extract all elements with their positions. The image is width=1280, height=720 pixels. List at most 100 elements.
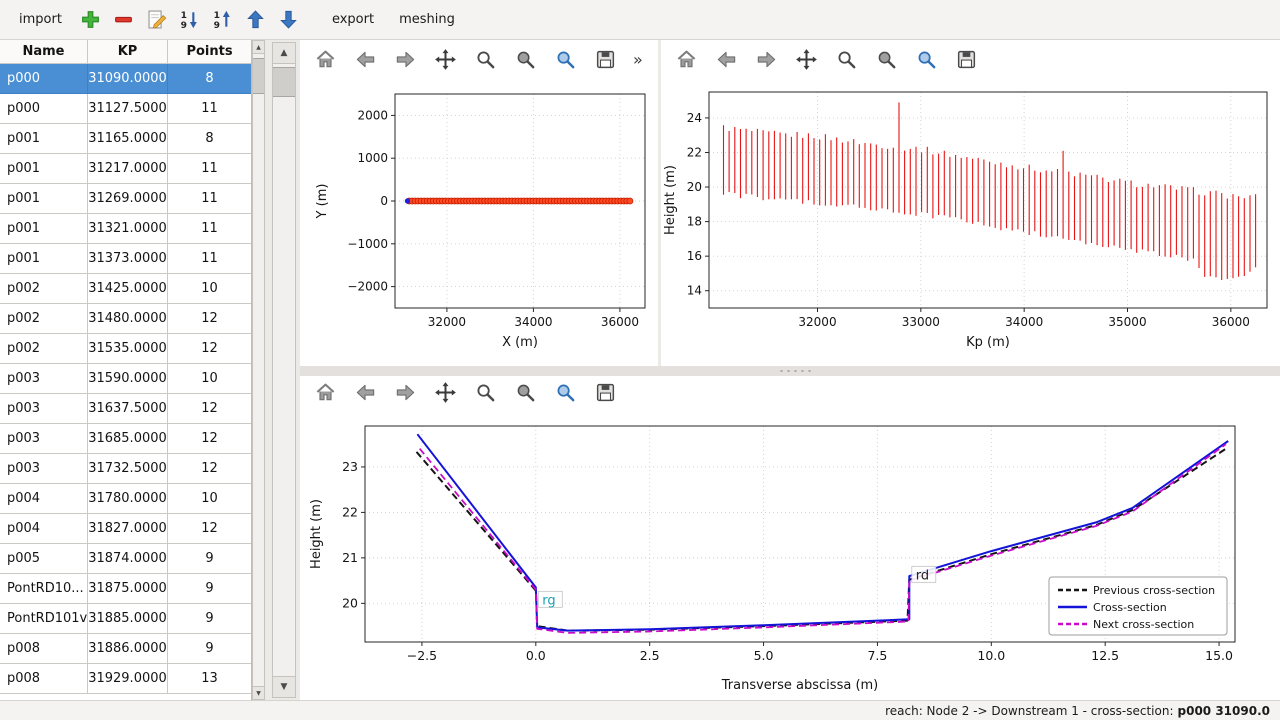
save-button[interactable] xyxy=(953,46,980,73)
row-kp: 31217.0000 xyxy=(88,154,168,184)
zoom-icon xyxy=(477,50,495,68)
zoom-button[interactable] xyxy=(833,46,860,73)
row-name: p003 xyxy=(0,454,88,484)
row-points: 11 xyxy=(168,184,251,214)
figure-background xyxy=(300,408,1280,700)
y-tick-label: 18 xyxy=(687,215,702,229)
svg-text:1: 1 xyxy=(214,11,220,21)
table-row[interactable]: p001 31373.0000 11 xyxy=(0,244,251,274)
cross-section-table: Name KP Points p000 31090.0000 8 p000 31127.50… xyxy=(0,40,252,700)
table-row[interactable]: p001 31165.0000 8 xyxy=(0,124,251,154)
row-kp: 31874.0000 xyxy=(88,544,168,574)
table-row[interactable]: p003 31590.0000 10 xyxy=(0,364,251,394)
column-header-points[interactable]: Points xyxy=(168,40,251,64)
table-row[interactable]: p003 31685.0000 12 xyxy=(0,424,251,454)
table-row[interactable]: p000 31090.0000 8 xyxy=(0,64,251,94)
x-axis-label: Transverse abscissa (m) xyxy=(721,678,879,693)
panel-scroll-up-button[interactable]: ▲ xyxy=(273,43,295,64)
remove-cross-section-button[interactable] xyxy=(111,7,137,33)
table-row[interactable]: p004 31827.0000 12 xyxy=(0,514,251,544)
add-cross-section-button[interactable] xyxy=(78,7,104,33)
table-row[interactable]: p005 31874.0000 9 xyxy=(0,544,251,574)
x-tick-label: 0.0 xyxy=(526,648,546,663)
cross-section-canvas[interactable]: −2.5 0.0 2.5 5.0 7.5 10.0 12.5 15.0 20 21 22 23 Tran… xyxy=(300,408,1280,700)
export-button[interactable]: export xyxy=(331,12,375,27)
pan-button[interactable] xyxy=(793,46,820,73)
table-row[interactable]: p003 31637.5000 12 xyxy=(0,394,251,424)
table-row[interactable]: p001 31217.0000 11 xyxy=(0,154,251,184)
toolbar-overflow-button[interactable]: » xyxy=(633,49,643,69)
meshing-button[interactable]: meshing xyxy=(399,12,455,27)
table-row[interactable]: p003 31732.5000 12 xyxy=(0,454,251,484)
row-kp: 31425.0000 xyxy=(88,274,168,304)
row-kp: 31269.0000 xyxy=(88,184,168,214)
table-row[interactable]: p008 31886.0000 9 xyxy=(0,634,251,664)
edit-cross-section-button[interactable] xyxy=(144,7,170,33)
zoom-button[interactable] xyxy=(472,379,499,406)
table-row[interactable]: p004 31780.0000 10 xyxy=(0,484,251,514)
pan-button[interactable] xyxy=(432,46,459,73)
home-button[interactable] xyxy=(673,46,700,73)
table-scroll-up-button[interactable]: ▲ xyxy=(253,41,264,54)
subplots-button[interactable] xyxy=(873,46,900,73)
home-button[interactable] xyxy=(312,379,339,406)
back-button[interactable] xyxy=(713,46,740,73)
back-icon xyxy=(356,51,375,67)
column-header-kp[interactable]: KP xyxy=(88,40,168,64)
table-row[interactable]: p001 31321.0000 11 xyxy=(0,214,251,244)
subplots-button[interactable] xyxy=(512,46,539,73)
table-row[interactable]: p002 31425.0000 10 xyxy=(0,274,251,304)
column-header-name[interactable]: Name xyxy=(0,40,88,64)
y-tick-label: 22 xyxy=(342,504,358,519)
subplots-button[interactable] xyxy=(512,379,539,406)
panel-scrollbar-thumb[interactable] xyxy=(273,67,295,97)
panel-scrollbar[interactable]: ▲ ▼ xyxy=(272,42,296,698)
table-row[interactable]: p002 31535.0000 12 xyxy=(0,334,251,364)
table-row[interactable]: PontRD101v 31885.0000 9 xyxy=(0,604,251,634)
import-button[interactable]: import xyxy=(19,12,62,27)
forward-icon xyxy=(757,51,776,67)
arrow-down-icon xyxy=(280,10,298,29)
customize-button[interactable] xyxy=(552,379,579,406)
splitter-handle[interactable] xyxy=(778,369,814,373)
table-scrollbar-thumb[interactable] xyxy=(253,58,264,94)
back-icon xyxy=(356,384,375,400)
move-up-button[interactable] xyxy=(243,7,269,33)
y-tick-label: 21 xyxy=(342,550,358,565)
save-button[interactable] xyxy=(592,379,619,406)
back-button[interactable] xyxy=(352,379,379,406)
customize-button[interactable] xyxy=(913,46,940,73)
row-points: 9 xyxy=(168,604,251,634)
table-row[interactable]: p001 31269.0000 11 xyxy=(0,184,251,214)
pan-button[interactable] xyxy=(432,379,459,406)
y-tick-label: 16 xyxy=(687,249,702,263)
plan-view-canvas[interactable]: 32000 34000 36000 −2000 −1000 0 1000 2000 X (m) Y… xyxy=(300,78,658,366)
customize-button[interactable] xyxy=(552,46,579,73)
move-down-button[interactable] xyxy=(276,7,302,33)
save-button[interactable] xyxy=(592,46,619,73)
row-points: 10 xyxy=(168,484,251,514)
forward-button[interactable] xyxy=(392,46,419,73)
table-row[interactable]: PontRD10... 31875.0000 9 xyxy=(0,574,251,604)
home-button[interactable] xyxy=(312,46,339,73)
table-row[interactable]: p002 31480.0000 12 xyxy=(0,304,251,334)
row-name: p001 xyxy=(0,154,88,184)
table-scroll-down-button[interactable]: ▼ xyxy=(253,686,264,699)
row-name: PontRD101v xyxy=(0,604,88,634)
table-scrollbar[interactable]: ▲ ▼ xyxy=(252,40,265,700)
svg-text:9: 9 xyxy=(181,21,187,31)
table-row[interactable]: p000 31127.5000 11 xyxy=(0,94,251,124)
back-button[interactable] xyxy=(352,46,379,73)
forward-button[interactable] xyxy=(753,46,780,73)
horizontal-splitter[interactable] xyxy=(300,366,1280,376)
arrow-up-icon xyxy=(247,10,265,29)
longitudinal-profile-canvas[interactable]: 32000 33000 34000 35000 36000 14 16 18 20 22 24 Kp … xyxy=(661,78,1280,366)
forward-button[interactable] xyxy=(392,379,419,406)
panel-scroll-down-button[interactable]: ▼ xyxy=(273,676,295,697)
cross-section-marker xyxy=(626,197,634,205)
row-kp: 31827.0000 xyxy=(88,514,168,544)
zoom-button[interactable] xyxy=(472,46,499,73)
table-row[interactable]: p008 31929.0000 13 xyxy=(0,664,251,694)
